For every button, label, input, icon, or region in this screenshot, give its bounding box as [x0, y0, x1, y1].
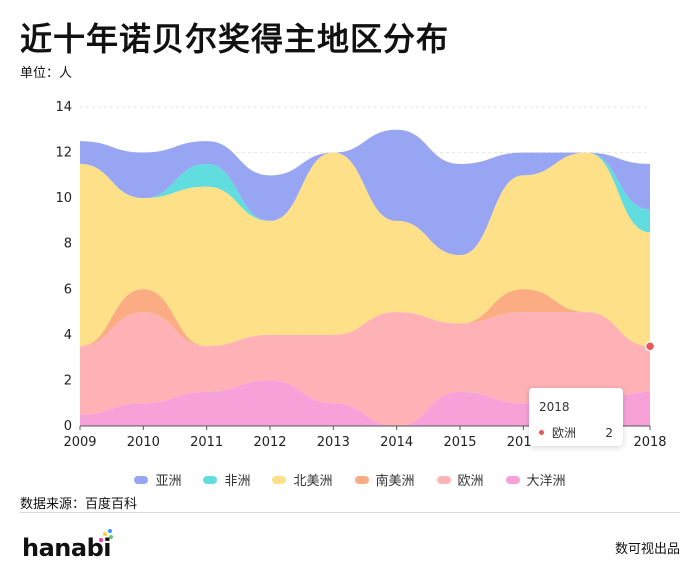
- highlight-point: [646, 342, 655, 351]
- chart-legend: 亚洲 非洲 北美洲 南美洲 欧洲 大洋洲: [0, 470, 700, 489]
- x-tick-label: 2009: [63, 435, 96, 450]
- data-source: 数据来源：百度百科: [20, 493, 137, 512]
- legend-swatch: [134, 476, 148, 484]
- tooltip-title: 2018: [539, 400, 570, 414]
- legend-item[interactable]: 北美洲: [272, 470, 332, 489]
- legend-swatch: [437, 476, 451, 484]
- legend-item[interactable]: 欧洲: [437, 470, 484, 489]
- x-tick-label: 2018: [633, 435, 666, 450]
- legend-label: 南美洲: [376, 470, 415, 489]
- tooltip-row: 欧洲 2: [539, 424, 613, 441]
- legend-label: 亚洲: [155, 470, 181, 489]
- legend-item[interactable]: 大洋洲: [506, 470, 566, 489]
- y-tick-label: 10: [55, 191, 72, 206]
- x-tick-label: 2013: [317, 435, 350, 450]
- legend-label: 非洲: [224, 470, 250, 489]
- y-tick-label: 6: [64, 282, 72, 297]
- y-tick-label: 12: [55, 146, 72, 161]
- y-tick-label: 14: [55, 100, 72, 115]
- legend-item[interactable]: 南美洲: [355, 470, 415, 489]
- legend-swatch: [355, 476, 369, 484]
- producer-label: 数可视出品: [615, 538, 680, 557]
- legend-swatch: [506, 476, 520, 484]
- y-tick-label: 2: [64, 373, 72, 388]
- legend-swatch: [272, 476, 286, 484]
- y-tick-label: 8: [64, 237, 72, 252]
- tooltip-series-name: 欧洲: [552, 424, 576, 441]
- x-tick-label: 2014: [380, 435, 413, 450]
- legend-item[interactable]: 亚洲: [134, 470, 181, 489]
- brand-spark-icon: [98, 528, 114, 544]
- x-tick-label: 2010: [127, 435, 160, 450]
- chart-tooltip: 2018 欧洲 2: [529, 388, 623, 446]
- legend-label: 大洋洲: [527, 470, 566, 489]
- x-tick-label: 2015: [443, 435, 476, 450]
- x-tick-label: 2012: [253, 435, 286, 450]
- tooltip-value: 2: [605, 426, 613, 440]
- legend-label: 欧洲: [458, 470, 484, 489]
- legend-swatch: [203, 476, 217, 484]
- x-tick-label: 2011: [190, 435, 223, 450]
- legend-label: 北美洲: [293, 470, 332, 489]
- tooltip-series-dot: [539, 430, 544, 435]
- footer-divider: [20, 512, 680, 513]
- legend-item[interactable]: 非洲: [203, 470, 250, 489]
- y-tick-label: 0: [64, 419, 72, 434]
- y-tick-label: 4: [64, 328, 72, 343]
